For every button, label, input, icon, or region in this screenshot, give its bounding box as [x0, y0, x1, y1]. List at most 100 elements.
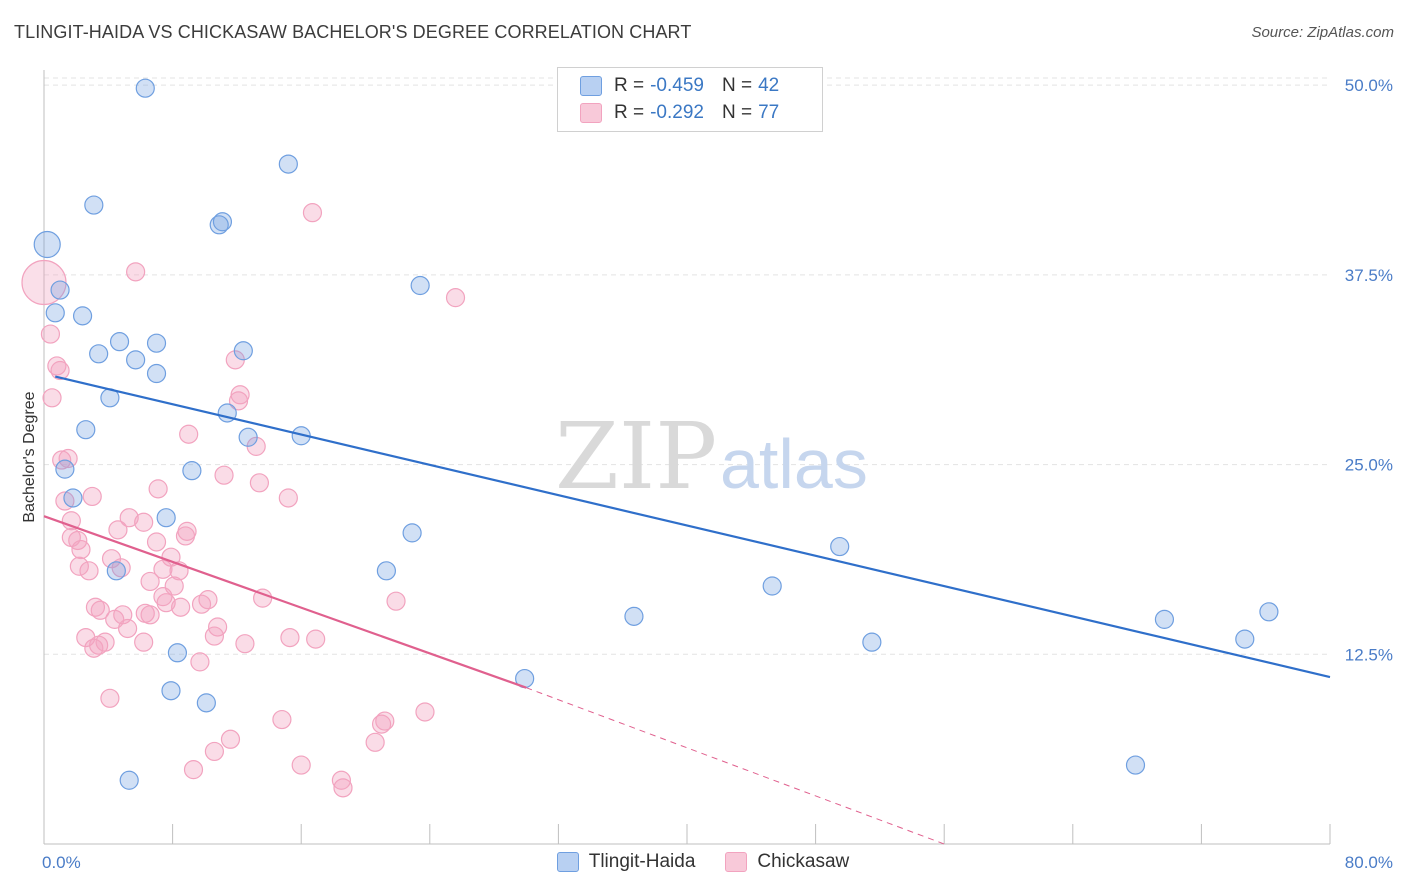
- chickasaw-point: [228, 391, 249, 411]
- n-label: N =: [721, 75, 753, 96]
- chickasaw-point: [214, 465, 234, 485]
- correlation-legend: R = -0.459 N = 42 R = -0.292 N = 77: [557, 67, 823, 132]
- chickasaw-point: [375, 711, 395, 731]
- chickasaw-point: [82, 486, 102, 507]
- chickasaw-point: [415, 702, 435, 722]
- chickasaw-point: [40, 324, 61, 344]
- chickasaw-point: [249, 473, 270, 493]
- tlingit-haida-point: [146, 333, 167, 353]
- series-legend: Tlingit-Haida Chickasaw: [0, 851, 1406, 873]
- tlingit-haida-point: [762, 576, 782, 596]
- chickasaw-point: [371, 714, 392, 734]
- tlingit-haida-point: [55, 459, 75, 479]
- tlingit-haida-swatch: [580, 76, 602, 96]
- y-tick-label: 25.0%: [1345, 456, 1393, 475]
- tlingit-haida-point: [135, 78, 155, 98]
- y-axis-label: Bachelor's Degree: [21, 391, 38, 522]
- chickasaw-point: [204, 626, 224, 646]
- chickasaw-point: [90, 600, 110, 620]
- chickasaw-point: [235, 634, 255, 654]
- chickasaw-point: [333, 778, 353, 798]
- chickasaw-point: [119, 508, 139, 528]
- chickasaw-point: [190, 652, 210, 672]
- tlingit-haida-point: [624, 606, 644, 626]
- axes: [43, 70, 1331, 845]
- chickasaw-point: [156, 593, 176, 613]
- tlingit-haida-point: [278, 154, 298, 174]
- chickasaw-point: [445, 288, 466, 308]
- chickasaw-point: [71, 539, 91, 560]
- chickasaw-point: [69, 556, 89, 576]
- tlingit-haida-swatch: [556, 852, 579, 872]
- legend-row-chickasaw: R = -0.292 N = 77: [580, 101, 779, 125]
- tlingit-haida-point: [45, 303, 65, 323]
- tlingit-haida-point: [109, 332, 130, 352]
- watermark: ZIP atlas: [555, 403, 868, 510]
- tlingit-haida-point: [76, 420, 96, 440]
- tlingit-haida-point: [238, 427, 258, 447]
- source-note: Source: ZipAtlas.com: [1251, 24, 1394, 41]
- legend-label: Tlingit-Haida: [588, 851, 696, 872]
- chickasaw-point: [146, 532, 167, 552]
- tlingit-haida-point: [126, 350, 146, 370]
- tlingit-haida-trend-line: [55, 375, 1331, 679]
- chickasaw-point: [302, 203, 323, 223]
- chickasaw-point: [220, 729, 241, 749]
- chickasaw-point: [58, 448, 78, 469]
- chickasaw-point: [306, 629, 326, 649]
- chickasaw-swatch: [580, 103, 602, 123]
- chickasaw-point: [191, 594, 212, 614]
- tlingit-haida-point: [84, 195, 104, 215]
- y-tick-label: 37.5%: [1345, 266, 1393, 285]
- chickasaw-point: [50, 360, 70, 381]
- r-value: -0.292: [650, 102, 704, 123]
- legend-item-tlingit-haida: Tlingit-Haida: [556, 851, 696, 873]
- tlingit-haida-point: [233, 341, 253, 361]
- tlingit-haida-points: [33, 78, 1279, 790]
- chickasaw-point: [117, 618, 138, 639]
- tlingit-haida-point: [167, 643, 188, 663]
- chickasaw-point: [179, 424, 199, 444]
- tlingit-haida-point: [410, 275, 430, 296]
- x-tick-label: 80.0%: [1345, 853, 1393, 872]
- chickasaw-point: [134, 512, 154, 532]
- chickasaw-point: [171, 597, 191, 617]
- chickasaw-point: [153, 587, 173, 607]
- tlingit-haida-point: [196, 693, 216, 713]
- tlingit-haida-point: [862, 632, 882, 652]
- r-value: -0.459: [650, 75, 704, 96]
- tlingit-haida-point: [1259, 602, 1279, 622]
- tlingit-haida-point: [1125, 755, 1146, 775]
- chickasaw-point: [331, 770, 351, 790]
- chickasaw-point: [134, 632, 154, 652]
- chickasaw-point: [280, 627, 300, 648]
- tlingit-haida-point: [89, 344, 109, 364]
- chickasaw-point: [79, 561, 99, 581]
- chickasaw-point: [278, 488, 298, 508]
- chickasaw-point: [365, 732, 385, 752]
- chickasaw-point: [108, 520, 128, 540]
- watermark-atlas: atlas: [720, 425, 868, 503]
- chickasaw-trend-line: [43, 515, 527, 689]
- axis-labels: 12.5% 25.0% 37.5% 50.0% 0.0% 80.0% Bachelor's …: [21, 76, 1393, 872]
- y-tick-label: 12.5%: [1345, 645, 1393, 664]
- chickasaw-point: [148, 479, 168, 499]
- chickasaw-point: [140, 571, 160, 592]
- chickasaw-swatch: [725, 852, 748, 872]
- r-label: R =: [614, 102, 645, 123]
- tlingit-haida-point: [182, 461, 202, 481]
- tlingit-haida-point: [119, 770, 139, 790]
- tlingit-haida-point: [146, 363, 167, 384]
- chickasaw-point: [204, 741, 224, 762]
- tlingit-haida-point: [50, 280, 70, 300]
- chickasaw-point: [89, 635, 109, 655]
- chickasaw-point: [140, 605, 160, 625]
- tlingit-haida-point: [212, 212, 233, 232]
- n-value: 42: [758, 75, 780, 96]
- tlingit-haida-point: [402, 523, 422, 543]
- chickasaw-point: [175, 526, 196, 546]
- chickasaw-point: [153, 559, 173, 579]
- chickasaw-point: [183, 760, 204, 780]
- chickasaw-point: [126, 262, 146, 282]
